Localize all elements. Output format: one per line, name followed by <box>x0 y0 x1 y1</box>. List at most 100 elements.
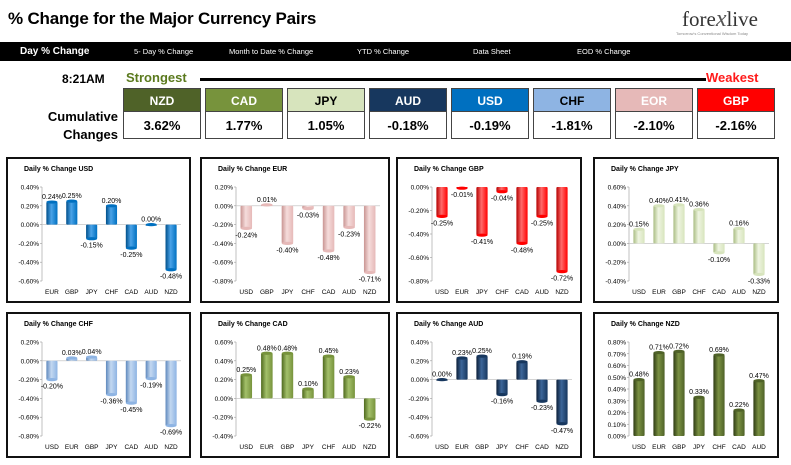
data-label: 0.00% <box>432 372 452 379</box>
bar-cad <box>713 243 725 253</box>
bar-cap <box>496 393 508 397</box>
y-tick-label: 0.30% <box>608 398 627 405</box>
logo-tagline: Tomorrow's Conventional Wisdom Today <box>676 31 749 36</box>
chart-svg: 0.60% 0.40% 0.20% 0.00% -0.20% -0.40% 0.15% USD… <box>605 185 770 297</box>
bar-gbp <box>476 356 488 380</box>
nav-bar: Day % Change 5- Day % Change Month to Da… <box>0 42 791 61</box>
y-tick-label: 0.40% <box>21 185 40 192</box>
bar-cap <box>343 375 355 379</box>
chart-panel-2: Daily % Change GBP 0.00% -0.20% -0.40% -0.60… <box>396 157 582 303</box>
data-label: 0.48% <box>257 345 277 352</box>
x-tick-label: CAD <box>124 289 138 296</box>
bar-chf <box>516 361 528 380</box>
y-tick-label: 0.20% <box>21 340 40 347</box>
data-label: -0.24% <box>235 232 257 239</box>
bar-eur <box>46 202 58 225</box>
bar-cap <box>693 207 705 212</box>
nav-data-sheet[interactable]: Data Sheet <box>473 47 511 56</box>
bar-gbp <box>673 351 685 436</box>
bar-cap <box>536 399 548 403</box>
data-label: 0.03% <box>62 350 82 357</box>
y-tick-label: 0.60% <box>608 185 627 192</box>
data-label: 0.36% <box>689 202 709 209</box>
header: % Change for the Major Currency Pairs fo… <box>0 0 791 42</box>
x-tick-label: NZD <box>555 289 569 296</box>
y-tick-label: -0.40% <box>212 241 233 248</box>
forexlive-logo[interactable]: forexlive <box>682 6 758 32</box>
data-label: -0.71% <box>359 277 381 284</box>
x-tick-label: NZD <box>363 289 377 296</box>
x-tick-label: JPY <box>86 289 99 296</box>
chart-panel-5: Daily % Change CAD 0.60% 0.40% 0.20% 0.00% -0… <box>200 312 390 458</box>
bar-jpy <box>281 205 294 244</box>
bar-cap <box>281 241 294 245</box>
bar-cap <box>322 249 335 253</box>
bar-cap <box>476 233 488 237</box>
data-label: 0.40% <box>649 198 669 205</box>
bar-cap <box>86 355 98 359</box>
nav-day-change[interactable]: Day % Change <box>20 46 90 57</box>
data-label: 0.41% <box>669 197 689 204</box>
x-tick-label: GBP <box>672 444 686 451</box>
y-tick-label: 0.40% <box>608 203 627 210</box>
x-tick-label: CHF <box>692 289 705 296</box>
data-label: 0.45% <box>319 348 339 355</box>
bar-aud <box>733 228 745 244</box>
nav-5day-change[interactable]: 5- Day % Change <box>134 47 194 56</box>
data-label: 0.71% <box>649 345 669 352</box>
strongest-label: Strongest <box>126 70 187 85</box>
bar-chf <box>713 354 725 436</box>
data-label: 0.16% <box>729 220 749 227</box>
bar-cap <box>165 268 177 272</box>
y-tick-label: 0.50% <box>608 375 627 382</box>
bar-cap <box>456 186 468 190</box>
x-tick-label: CAD <box>535 444 549 451</box>
bar-cap <box>66 356 78 360</box>
currency-cell-gbp: GBP -2.16% <box>697 88 775 139</box>
data-label: -0.72% <box>551 276 573 283</box>
y-tick-label: 0.00% <box>215 396 234 403</box>
bar-nzd <box>165 360 177 426</box>
bar-cap <box>125 401 137 405</box>
x-tick-label: CHF <box>495 289 508 296</box>
y-tick-label: -0.80% <box>408 279 429 286</box>
y-tick-label: -0.60% <box>408 434 429 441</box>
y-tick-label: -0.80% <box>212 279 233 286</box>
data-label: -0.36% <box>100 399 122 406</box>
currency-cell-chf: CHF -1.81% <box>533 88 611 139</box>
currency-value: 1.77% <box>205 112 283 139</box>
currency-value: -2.16% <box>697 112 775 139</box>
bar-cap <box>556 270 568 274</box>
y-tick-label: -0.20% <box>212 415 233 422</box>
bar-cap <box>261 203 273 207</box>
bar-usd <box>240 205 253 229</box>
nav-month-to-date-change[interactable]: Month to Date % Change <box>229 47 314 56</box>
bar-cap <box>633 227 645 231</box>
data-label: -0.40% <box>276 247 298 254</box>
bar-chf <box>322 356 335 399</box>
bar-cap <box>261 351 273 355</box>
nav-ytd-change[interactable]: YTD % Change <box>357 47 410 56</box>
bar-jpy <box>86 224 98 239</box>
x-tick-label: JPY <box>496 444 509 451</box>
x-tick-label: EUR <box>652 444 666 451</box>
data-label: 0.15% <box>629 221 649 228</box>
currency-cell-cad: CAD 1.77% <box>205 88 283 139</box>
bar-jpy <box>302 389 314 399</box>
bar-cad <box>322 205 335 251</box>
currency-name: EOR <box>615 88 693 112</box>
x-tick-label: NZD <box>752 289 766 296</box>
data-label: 0.19% <box>512 354 532 361</box>
data-label: -0.10% <box>708 257 730 264</box>
x-tick-label: CAD <box>124 444 138 451</box>
timestamp: 8:21AM <box>62 72 105 86</box>
bar-cap <box>125 246 137 250</box>
bar-cap <box>240 373 253 377</box>
x-tick-label: AUD <box>732 289 746 296</box>
data-label: -0.48% <box>317 255 339 262</box>
data-label: 0.04% <box>82 349 102 356</box>
data-label: -0.16% <box>491 399 513 406</box>
nav-eod-change[interactable]: EOD % Change <box>577 47 631 56</box>
bar-nzd <box>753 243 765 275</box>
bar-cap <box>363 417 376 421</box>
